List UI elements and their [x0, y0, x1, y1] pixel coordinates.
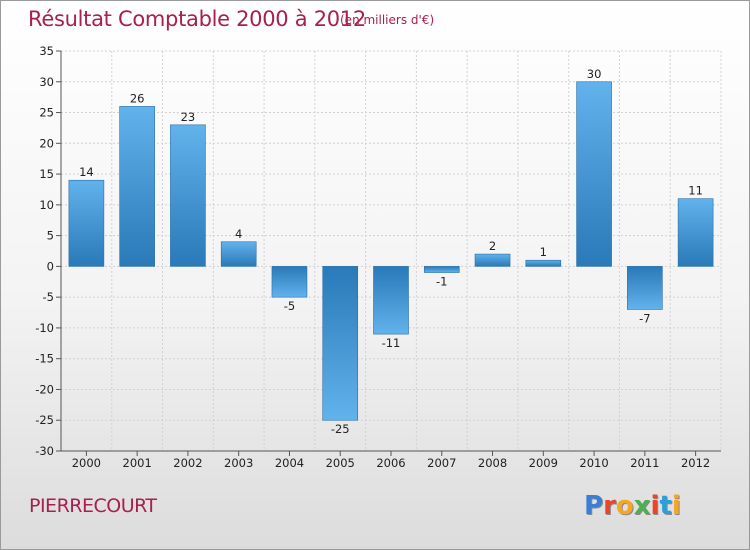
bar	[119, 106, 155, 267]
bar	[373, 266, 409, 335]
logo-letter: x	[633, 491, 651, 521]
logo-letter: i	[671, 491, 681, 521]
logo-letter: o	[615, 491, 634, 521]
bar	[576, 81, 612, 267]
bar	[627, 266, 663, 310]
y-tick-label: 15	[39, 167, 54, 181]
logo-letter: i	[650, 491, 660, 521]
grid-layer	[60, 50, 722, 452]
data-label: -1	[436, 275, 447, 289]
chart-subtitle: (en milliers d'€)	[340, 13, 435, 27]
label-layer: 14 26 23 4 -5 -25 -11 -1 2 1 30 -7 11	[79, 67, 703, 436]
data-label: 11	[688, 184, 703, 198]
bar	[68, 179, 105, 267]
x-tick-label: 2004	[275, 456, 304, 470]
y-tick-label: 20	[39, 136, 54, 150]
x-tick-label: 2001	[123, 456, 152, 470]
x-tick-label: 2009	[529, 456, 558, 470]
data-label: 1	[540, 245, 547, 259]
place-name: PIERRECOURT	[29, 495, 157, 517]
data-label: 14	[79, 165, 94, 179]
bar	[474, 253, 511, 267]
x-tick-label: 2008	[478, 456, 507, 470]
y-tick-label: -15	[35, 352, 54, 366]
y-tick-label: -10	[35, 321, 54, 335]
data-label: 30	[587, 67, 602, 81]
y-tick-label: 5	[47, 229, 54, 243]
y-tick-label: -30	[35, 444, 54, 458]
y-tick-label: 30	[39, 75, 54, 89]
y-tick-label: -5	[43, 290, 54, 304]
data-label: 23	[181, 110, 196, 124]
bar	[220, 241, 257, 267]
bar-layer	[68, 81, 714, 421]
y-tick-label: 35	[39, 44, 54, 58]
chart-title: Résultat Comptable 2000 à 2012	[28, 7, 366, 31]
x-tick-label: 2002	[173, 456, 202, 470]
bar	[677, 198, 714, 267]
logo-letter: P	[584, 491, 604, 521]
bar	[322, 266, 359, 421]
x-tick-label: 2000	[72, 456, 101, 470]
x-tick-label: 2003	[224, 456, 253, 470]
y-tick-label: 10	[39, 198, 54, 212]
bar	[423, 266, 460, 273]
x-tick-label: 2011	[630, 456, 659, 470]
proxiti-logo[interactable]: Proxiti	[584, 491, 681, 521]
x-tick-label: 2012	[681, 456, 710, 470]
y-tick-label: -25	[35, 413, 54, 427]
data-label: 4	[235, 227, 242, 241]
data-label: -5	[284, 299, 295, 313]
y-tick-label: 0	[47, 259, 54, 273]
data-label: -7	[639, 311, 650, 325]
data-label: -25	[331, 422, 350, 436]
axis-layer: 35 30 25 20 15 10 5 0 -5 -10 -15 -20 -25 -30 2000 2001 2…	[35, 44, 721, 470]
x-tick-label: 2010	[579, 456, 608, 470]
x-tick-label: 2005	[326, 456, 355, 470]
logo-letter: r	[603, 491, 616, 521]
data-label: -11	[382, 336, 401, 350]
y-tick-label: 25	[39, 106, 54, 120]
data-label: 26	[130, 91, 145, 105]
y-tick-label: -20	[35, 382, 54, 396]
data-label: 2	[489, 239, 496, 253]
x-tick-label: 2006	[376, 456, 405, 470]
logo-letter: t	[659, 491, 672, 521]
bar	[525, 259, 562, 267]
bar	[271, 266, 308, 298]
x-tick-label: 2007	[427, 456, 456, 470]
bar	[170, 124, 206, 267]
